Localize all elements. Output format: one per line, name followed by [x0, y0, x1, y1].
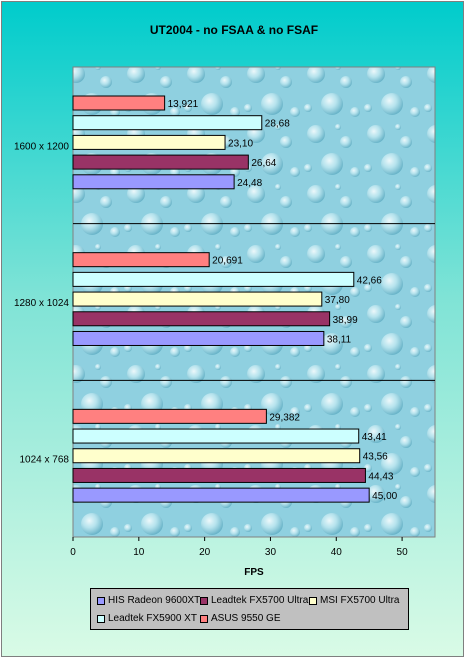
- data-label: 38,11: [327, 334, 352, 345]
- bar: [72, 428, 360, 444]
- data-label: 43,41: [362, 432, 387, 443]
- category-label: 1600 x 1200: [14, 141, 69, 152]
- bar: [72, 311, 331, 327]
- legend-swatch: [97, 596, 105, 605]
- x-tick-label: 20: [199, 547, 211, 558]
- bar: [72, 95, 166, 111]
- bar: [72, 115, 263, 131]
- legend-label: ASUS 9550 GE: [211, 613, 281, 624]
- legend-item: HIS Radeon 9600XT: [97, 595, 200, 606]
- bar: [72, 487, 370, 503]
- bar: [72, 252, 210, 268]
- bar: [72, 291, 323, 307]
- legend-swatch: [97, 614, 105, 623]
- legend: HIS Radeon 9600XT Leadtek FX5700 Ultra MSI…: [90, 588, 409, 630]
- data-label: 29,382: [269, 412, 300, 423]
- data-label: 44,43: [368, 471, 393, 482]
- data-label: 13,921: [168, 99, 199, 110]
- bar: [72, 408, 267, 424]
- legend-swatch: [309, 596, 317, 605]
- legend-label: HIS Radeon 9600XT: [108, 595, 201, 606]
- legend-swatch: [200, 614, 208, 623]
- data-label: 45,00: [372, 491, 397, 502]
- bar: [72, 448, 361, 464]
- x-tick-label: 30: [265, 547, 277, 558]
- legend-label: Leadtek FX5900 XT: [108, 613, 197, 624]
- bar: [72, 154, 249, 170]
- data-label: 23,10: [228, 138, 253, 149]
- legend-label: Leadtek FX5700 Ultra: [211, 595, 309, 606]
- bar: [72, 330, 325, 346]
- bar: [72, 271, 355, 287]
- legend-item: Leadtek FX5900 XT: [97, 613, 197, 624]
- data-label: 43,56: [363, 452, 388, 463]
- chart-title: UT2004 - no FSAA & no FSAF: [150, 23, 318, 37]
- data-label: 28,68: [265, 119, 290, 130]
- legend-swatch: [200, 596, 208, 605]
- data-label: 37,80: [325, 295, 350, 306]
- x-tick-label: 0: [70, 547, 76, 558]
- bar: [72, 467, 366, 483]
- data-label: 38,99: [333, 315, 358, 326]
- bar: [72, 134, 226, 150]
- legend-item: Leadtek FX5700 Ultra: [200, 595, 308, 606]
- legend-item: ASUS 9550 GE: [200, 613, 280, 624]
- x-tick-label: 10: [133, 547, 145, 558]
- legend-label: MSI FX5700 Ultra: [320, 595, 400, 606]
- x-tick-label: 40: [331, 547, 343, 558]
- bar: [72, 174, 235, 190]
- data-label: 26,64: [251, 158, 276, 169]
- data-label: 20,691: [212, 256, 243, 267]
- x-tick-label: 50: [397, 547, 409, 558]
- legend-item: MSI FX5700 Ultra: [309, 595, 399, 606]
- category-label: 1024 x 768: [20, 455, 70, 466]
- data-label: 42,66: [357, 275, 382, 286]
- data-label: 24,48: [237, 178, 262, 189]
- x-axis-label: FPS: [244, 567, 264, 578]
- category-label: 1280 x 1024: [14, 298, 69, 309]
